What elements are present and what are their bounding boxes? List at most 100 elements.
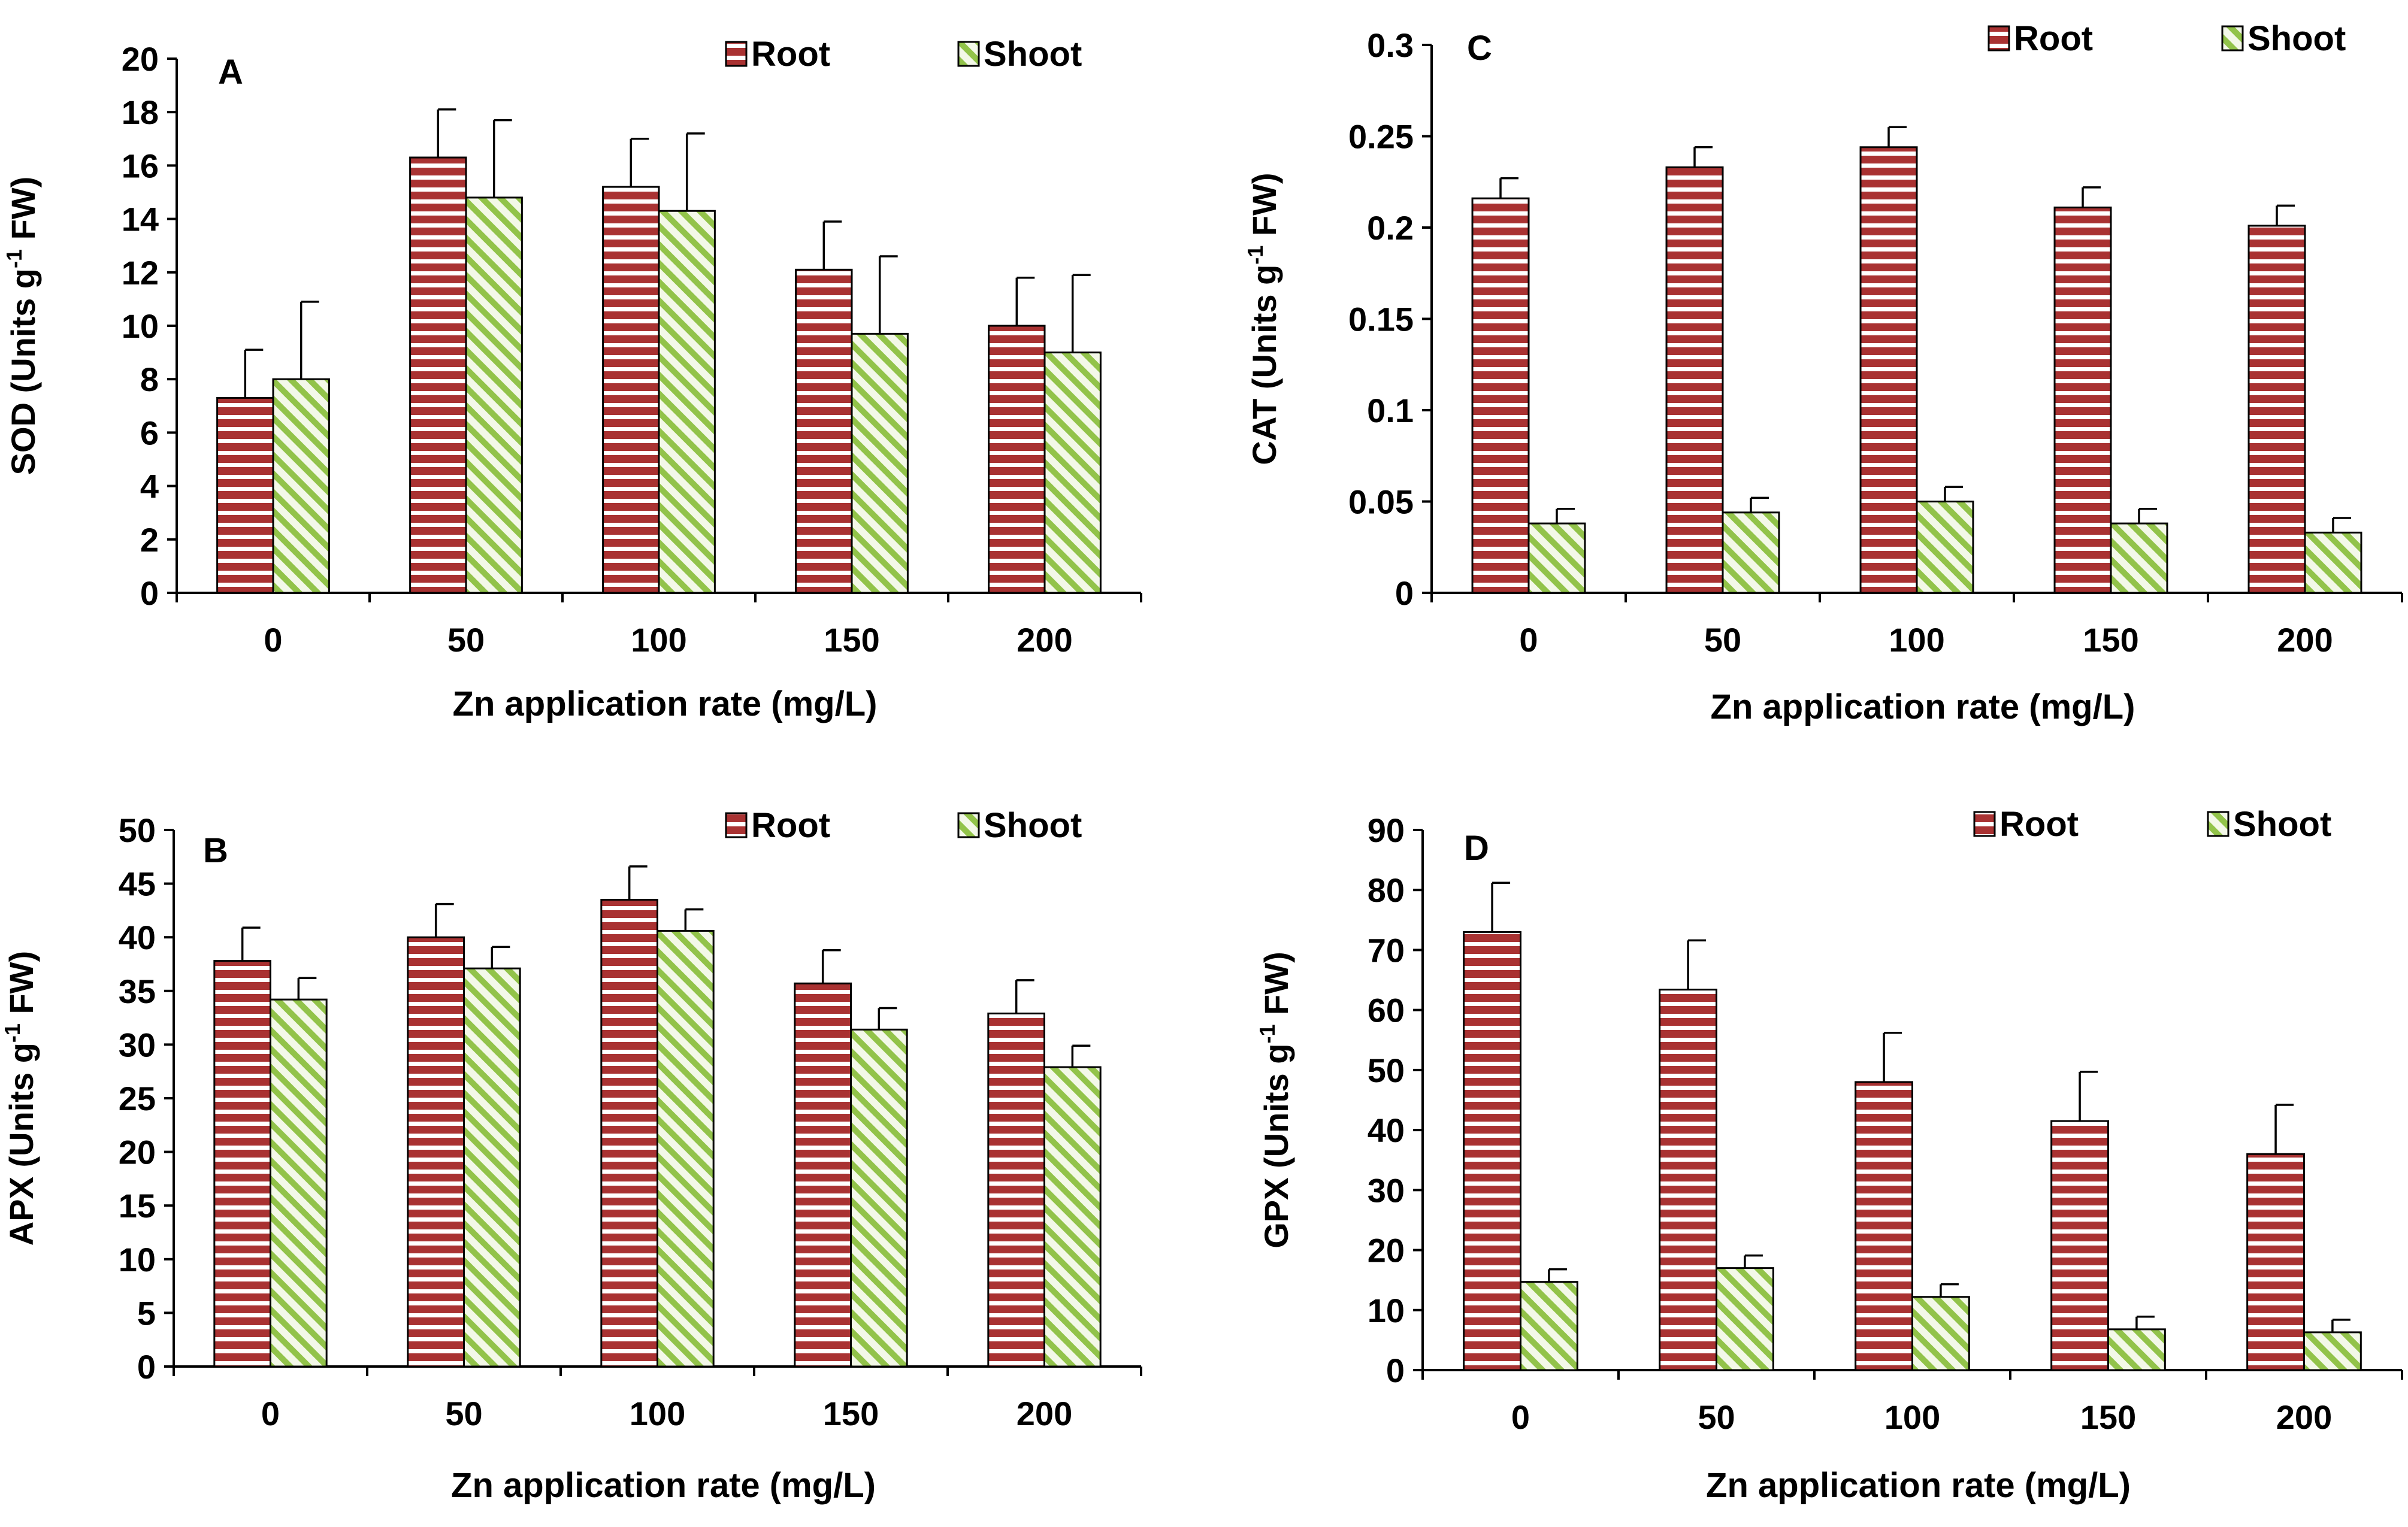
bar-shoot-100 [1911, 1296, 1970, 1371]
y-tick-label: 70 [1368, 931, 1405, 969]
bar-shoot-200 [2304, 531, 2362, 594]
bar-shoot-150 [851, 332, 909, 594]
legend: Root Shoot [725, 35, 1082, 74]
bar-root-150 [2050, 1120, 2109, 1371]
legend-swatch-shoot [2207, 811, 2229, 837]
bar-shoot-200 [1043, 352, 1102, 594]
bar-root-50 [407, 936, 465, 1368]
y-tick-label: 40 [1368, 1111, 1405, 1149]
x-tick-label: 150 [823, 1395, 879, 1432]
bar-root-100 [600, 898, 659, 1368]
y-tick-label: 16 [122, 147, 159, 184]
y-tick-label: 30 [119, 1026, 156, 1064]
y-tick-label: 35 [119, 972, 156, 1010]
bar-root-100 [1855, 1081, 1913, 1371]
x-axis-label: Zn application rate (mg/L) [451, 1466, 876, 1505]
x-tick-label: 100 [1889, 621, 1944, 659]
y-tick-label: 40 [119, 919, 156, 956]
y-tick-label: 10 [1368, 1292, 1405, 1329]
y-tick-label: 30 [1368, 1171, 1405, 1209]
bar-root-0 [213, 960, 271, 1368]
y-tick-label: 60 [1368, 992, 1405, 1029]
y-tick-label: 14 [122, 201, 159, 238]
x-axis-label: Zn application rate (mg/L) [1711, 687, 2135, 726]
bar-root-50 [1659, 989, 1717, 1371]
bar-root-100 [602, 186, 660, 594]
legend-swatch-root [1973, 811, 1996, 837]
x-tick-label: 200 [2276, 1398, 2332, 1436]
bar-root-50 [409, 156, 467, 594]
bar-shoot-0 [272, 378, 330, 594]
x-tick-label: 150 [2080, 1398, 2136, 1436]
x-tick-label: 50 [1704, 621, 1741, 659]
y-axis-label-main: CAT (Units g [1245, 265, 1283, 465]
panel-label: D [1464, 829, 1489, 868]
y-axis-label: SOD (Units g-1 FW) [2, 177, 42, 475]
bar-root-200 [987, 1012, 1045, 1368]
legend-label-shoot: Shoot [2233, 805, 2331, 844]
x-tick-label: 0 [1511, 1398, 1530, 1436]
bar-root-0 [216, 396, 274, 594]
bar-root-0 [1463, 931, 1521, 1371]
x-tick-label: 200 [1017, 621, 1072, 659]
legend-swatch-root [1987, 25, 2010, 51]
chart-panel-b: 0 5 10 15 20 25 30 35 40 45 50 0 50 100 150 200 B Root Sho… [0, 806, 1142, 1505]
legend-swatch-shoot [957, 812, 980, 838]
legend: Root Shoot [1973, 805, 2331, 844]
legend-swatch-root [725, 41, 748, 67]
bar-root-150 [795, 268, 853, 594]
y-tick-label: 12 [122, 254, 159, 292]
y-tick-label: 0.3 [1367, 26, 1414, 64]
bar-shoot-0 [1520, 1281, 1578, 1371]
x-tick-label: 0 [261, 1395, 280, 1432]
y-axis-label: CAT (Units g-1 FW) [1243, 172, 1283, 465]
y-tick-label: 20 [1368, 1232, 1405, 1270]
y-axis-label-main: SOD (Units g [4, 268, 42, 475]
bar-root-0 [1471, 197, 1530, 594]
x-tick-label: 150 [824, 621, 879, 659]
panel-label: B [203, 831, 228, 870]
bar-root-200 [2247, 225, 2306, 594]
x-axis-label: Zn application rate (mg/L) [453, 684, 878, 723]
y-tick-label: 0 [1395, 574, 1414, 612]
y-tick-label: 20 [122, 40, 159, 78]
y-tick-label: 0.25 [1348, 118, 1414, 156]
bar-shoot-200 [2303, 1331, 2362, 1371]
y-axis-label-tail: FW) [1245, 172, 1283, 245]
bar-root-150 [2053, 206, 2112, 594]
y-tick-label: 18 [122, 93, 159, 131]
y-tick-label: 25 [119, 1080, 156, 1117]
bar-shoot-200 [1043, 1066, 1102, 1368]
y-tick-label: 4 [140, 468, 159, 505]
y-axis-label-tail: FW) [4, 177, 42, 249]
y-axis-label-sup: -1 [1255, 1025, 1279, 1044]
legend-label-root: Root [2014, 19, 2093, 58]
y-tick-label: 0 [140, 574, 159, 612]
y-tick-label: 0 [1386, 1352, 1405, 1389]
y-axis-label-tail: FW) [2, 951, 40, 1023]
y-axis-label: GPX (Units g-1 FW) [1255, 952, 1295, 1249]
y-tick-label: 10 [119, 1241, 156, 1278]
bar-shoot-150 [850, 1028, 908, 1368]
y-axis-label-sup: -1 [1243, 246, 1267, 265]
x-tick-label: 200 [1017, 1395, 1072, 1432]
legend-label-shoot: Shoot [984, 806, 1082, 845]
y-tick-label: 50 [119, 811, 156, 849]
y-tick-label: 0.2 [1367, 209, 1414, 247]
y-tick-label: 90 [1368, 811, 1405, 849]
x-tick-label: 50 [447, 621, 485, 659]
y-axis-label-main: GPX (Units g [1257, 1044, 1295, 1249]
legend-label-shoot: Shoot [2247, 19, 2346, 58]
bar-shoot-0 [1527, 522, 1586, 594]
legend-label-shoot: Shoot [984, 35, 1082, 74]
x-tick-label: 200 [2277, 621, 2333, 659]
bar-shoot-50 [1716, 1267, 1774, 1371]
bar-shoot-0 [270, 998, 328, 1368]
y-tick-label: 45 [119, 865, 156, 903]
bar-root-200 [2246, 1153, 2305, 1371]
bar-shoot-100 [657, 929, 715, 1368]
y-tick-label: 0 [137, 1348, 156, 1386]
y-axis-label-sup: -1 [0, 1023, 25, 1043]
y-tick-label: 80 [1368, 871, 1405, 909]
bar-root-50 [1665, 166, 1724, 594]
